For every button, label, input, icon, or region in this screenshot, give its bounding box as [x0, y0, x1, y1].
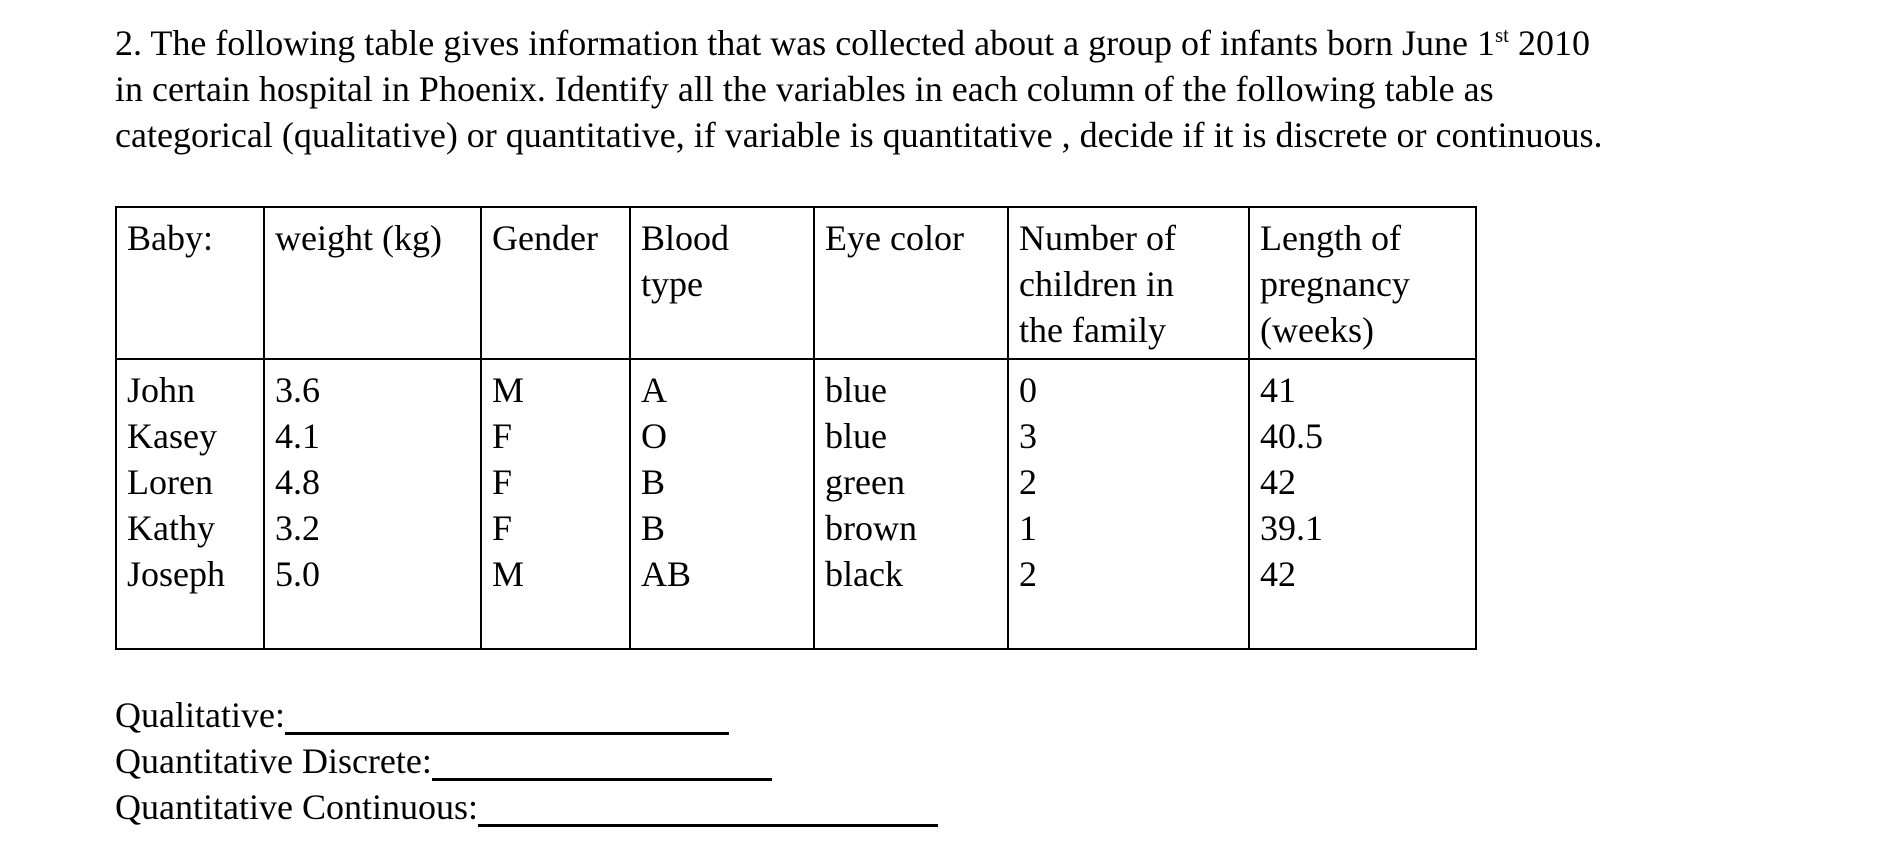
problem-line-1-text: 2. The following table gives information… — [115, 23, 1496, 63]
pregnancy-weeks-value: 42 — [1260, 554, 1296, 594]
pregnancy-weeks-value: 42 — [1260, 462, 1296, 502]
weight-value: 3.6 — [275, 370, 320, 410]
cell-weights: 3.6 4.1 4.8 3.2 5.0 — [263, 358, 482, 650]
num-children-value: 0 — [1019, 370, 1037, 410]
baby-name: Kathy — [127, 508, 215, 548]
blood-type-value: AB — [641, 554, 692, 594]
cell-num-children: 0 3 2 1 2 — [1007, 358, 1250, 650]
gender-value: F — [492, 508, 513, 548]
ordinal-superscript: st — [1495, 23, 1509, 47]
pregnancy-weeks-value: 41 — [1260, 370, 1296, 410]
table-header-row: Baby: weight (kg) Gender Blood type Eye … — [115, 206, 1477, 360]
blood-type-value: B — [641, 508, 666, 548]
header-line: Number of — [1019, 218, 1176, 258]
num-children-value: 3 — [1019, 416, 1037, 456]
problem-line-1: 2. The following table gives information… — [115, 20, 1602, 66]
cell-pregnancy-weeks: 41 40.5 42 39.1 42 — [1248, 358, 1477, 650]
cell-genders: M F F F M — [480, 358, 631, 650]
answer-line-quantitative-discrete: Quantitative Discrete: — [115, 738, 938, 784]
problem-line-2: in certain hospital in Phoenix. Identify… — [115, 69, 1494, 109]
gender-value: M — [492, 554, 525, 594]
cell-baby-names: John Kasey Loren Kathy Joseph — [115, 358, 265, 650]
header-line: Eye color — [825, 218, 964, 258]
pregnancy-weeks-value: 39.1 — [1260, 508, 1323, 548]
infants-data-table: Baby: weight (kg) Gender Blood type Eye … — [115, 206, 1477, 650]
num-children-value: 2 — [1019, 554, 1037, 594]
problem-line-3: categorical (qualitative) or quantitativ… — [115, 115, 1603, 155]
header-line: (weeks) — [1260, 310, 1374, 350]
header-line: the family — [1019, 310, 1166, 350]
problem-statement: 2. The following table gives information… — [115, 20, 1602, 158]
quantitative-discrete-blank-line — [431, 773, 772, 781]
gender-value: F — [492, 416, 513, 456]
answer-line-quantitative-continuous: Quantitative Continuous: — [115, 784, 938, 830]
header-line: pregnancy — [1260, 264, 1410, 304]
blood-type-value: B — [641, 462, 666, 502]
header-line: Blood — [641, 218, 730, 258]
weight-value: 3.2 — [275, 508, 320, 548]
header-line: type — [641, 264, 703, 304]
num-children-value: 2 — [1019, 462, 1037, 502]
quantitative-continuous-label: Quantitative Continuous: — [115, 787, 478, 827]
gender-value: M — [492, 370, 525, 410]
problem-line-1-year: 2010 — [1508, 23, 1590, 63]
header-line: children in — [1019, 264, 1174, 304]
header-eye-color: Eye color — [813, 206, 1009, 360]
qualitative-blank-line — [284, 727, 729, 735]
header-num-children: Number of children in the family — [1007, 206, 1250, 360]
pregnancy-weeks-value: 40.5 — [1260, 416, 1323, 456]
table-body-row: John Kasey Loren Kathy Joseph 3.6 4.1 4.… — [115, 358, 1477, 650]
cell-blood-types: A O B B AB — [629, 358, 815, 650]
baby-name: Loren — [127, 462, 213, 502]
baby-name: Joseph — [127, 554, 225, 594]
blood-type-value: O — [641, 416, 667, 456]
eye-color-value: blue — [825, 370, 887, 410]
gender-value: F — [492, 462, 513, 502]
answers-section: Qualitative: Quantitative Discrete: Quan… — [115, 692, 938, 830]
header-weight: weight (kg) — [263, 206, 482, 360]
eye-color-value: black — [825, 554, 903, 594]
eye-color-value: blue — [825, 416, 887, 456]
blood-type-value: A — [641, 370, 667, 410]
weight-value: 4.1 — [275, 416, 320, 456]
weight-value: 5.0 — [275, 554, 320, 594]
quantitative-continuous-blank-line — [477, 819, 938, 827]
baby-name: Kasey — [127, 416, 217, 456]
cell-eye-colors: blue blue green brown black — [813, 358, 1009, 650]
header-blood-type: Blood type — [629, 206, 815, 360]
header-pregnancy-length: Length of pregnancy (weeks) — [1248, 206, 1477, 360]
header-gender: Gender — [480, 206, 631, 360]
baby-name: John — [127, 370, 196, 410]
header-line: Length of — [1260, 218, 1401, 258]
header-line: Gender — [492, 218, 598, 258]
header-baby: Baby: — [115, 206, 265, 360]
num-children-value: 1 — [1019, 508, 1037, 548]
weight-value: 4.8 — [275, 462, 320, 502]
header-line: Baby: — [127, 218, 213, 258]
header-line: weight (kg) — [275, 218, 442, 258]
answer-line-qualitative: Qualitative: — [115, 692, 938, 738]
eye-color-value: green — [825, 462, 905, 502]
eye-color-value: brown — [825, 508, 917, 548]
quantitative-discrete-label: Quantitative Discrete: — [115, 741, 432, 781]
qualitative-label: Qualitative: — [115, 695, 285, 735]
